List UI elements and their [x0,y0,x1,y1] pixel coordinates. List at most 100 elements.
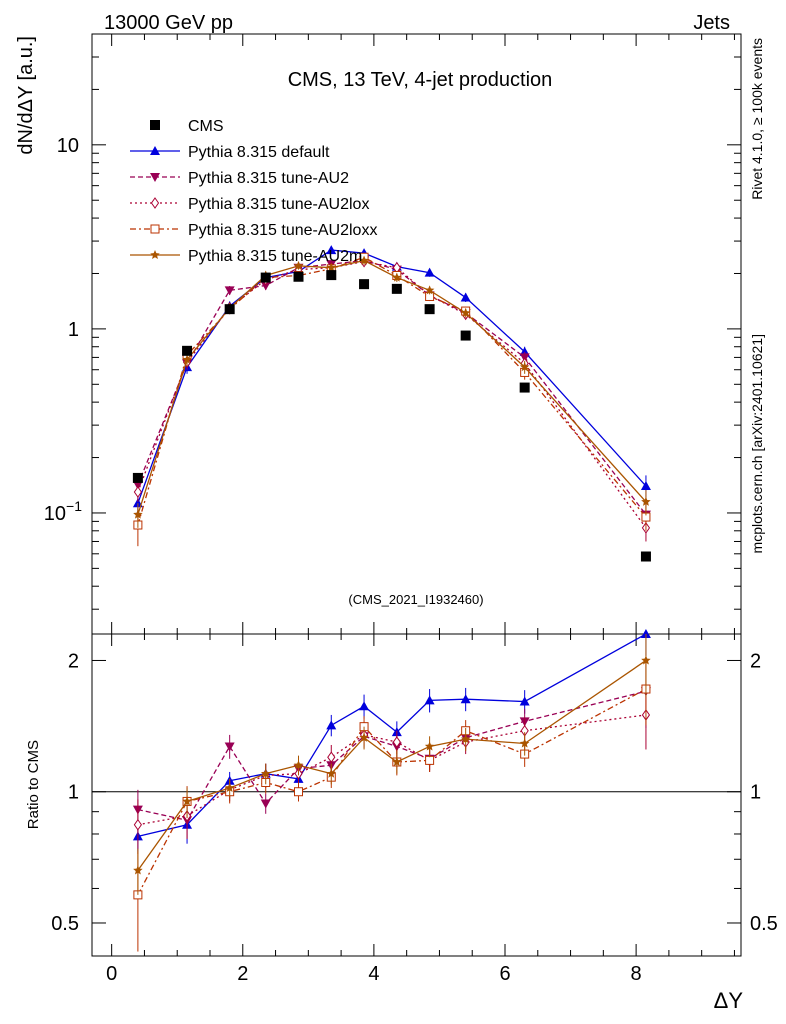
cms-data-point [519,382,530,393]
series-point [326,245,337,255]
ratio-point [133,865,143,875]
ratio-point [359,701,370,711]
ratio-panel-frame [91,633,742,957]
x-tick-label: 0 [106,963,117,985]
analysis-id: (CMS_2021_I1932460) [348,592,483,607]
ratio-point [260,799,271,809]
series-point [424,285,435,295]
ratio-point [293,760,304,770]
series-point [460,307,471,318]
y-tick-label: 1 [68,319,79,341]
x-tick-label: 2 [237,963,248,985]
y-ticks: 10−1 1 10 [44,33,741,610]
ratio-point [424,741,435,751]
series-point [359,255,369,265]
cms-data-point [640,551,651,562]
header-left-label: 13000 GeV pp [104,12,233,34]
legend-marker-cms [150,120,160,130]
series-point [326,262,337,272]
ratio-point [519,696,530,706]
cms-data-point [260,272,271,283]
legend-label: Pythia 8.315 tune-AU2m [188,248,362,265]
ratio-point [224,742,235,752]
series-point [641,496,651,506]
series-point [640,481,651,491]
series-point [460,292,471,302]
mcplots-label: mcplots.cern.ch [arXiv:2401.10621] [749,334,765,553]
x-axis-label: ΔY [714,988,744,1013]
data-points [132,270,651,562]
cms-data-point [182,345,193,356]
ratio-point [327,751,336,764]
ratio-tick-label: 1 [750,782,761,804]
series-point [392,272,402,282]
ratio-point [519,738,530,748]
ratio-tick-label: 0.5 [750,913,778,935]
ratio-y-axis-label: Ratio to CMS [25,740,42,829]
ratio-point [460,694,471,704]
plot-title: CMS, 13 TeV, 4-jet production [288,69,553,91]
legend-label: CMS [188,118,224,135]
series-point [260,281,271,291]
ratio-tick-label: 2 [750,650,761,672]
legend-label: Pythia 8.315 tune-AU2loxx [188,222,377,239]
series-point [224,286,235,296]
ratio-point [326,720,337,730]
cms-data-point [132,472,143,483]
cms-data-point [293,271,304,282]
series-point [293,260,304,270]
rivet-label: Rivet 4.1.0, ≥ 100k events [749,38,765,200]
header-right-label: Jets [693,12,730,34]
cms-data-point [460,330,471,341]
series-point [182,354,192,364]
ratio-point [460,734,471,744]
ratio-point [326,768,337,778]
legend-marker [150,224,160,234]
legend-marker [150,250,160,260]
ratio-ticks: 0.5 0.5 1 1 2 2 [51,650,778,935]
ratio-point [640,629,651,638]
x-tick-label: 4 [368,963,379,985]
cms-data-point [359,279,370,290]
ratio-point [182,796,192,806]
ratio-tick-label: 1 [68,782,79,804]
ratio-series-line [137,714,647,826]
legend-marker [150,197,160,209]
x-tick-label: 8 [631,963,642,985]
ratio-point [224,782,235,793]
series-point [133,486,142,498]
ratio-point [133,818,142,831]
ratio-point [359,732,369,742]
x-tick-label: 6 [499,963,510,985]
series-point [424,267,435,277]
cms-data-point [391,283,402,294]
ratio-tick-label: 2 [68,650,79,672]
y-axis-label: dN/dΔY [a.u.] [15,36,37,155]
ratio-series-line [137,688,647,896]
ratio-tick-label: 0.5 [51,913,79,935]
ratio-series-line [137,633,647,837]
cms-data-point [424,304,435,315]
ratio-series-line [137,690,647,822]
ratio-point [424,695,435,705]
ratio-point [260,768,271,778]
cms-data-point [224,304,235,315]
ratio-series [132,629,651,952]
legend-marker [150,173,160,182]
x-ticks: 0 2 4 6 8 [106,34,735,985]
legend-label: Pythia 8.315 tune-AU2 [188,170,349,187]
y-tick-label: 10−1 [44,498,82,525]
series-line [137,259,647,515]
series-line [137,259,647,515]
series-point [519,362,530,372]
y-tick-label: 10 [57,135,79,157]
legend: CMS Pythia 8.315 default Pythia 8.315 tune… [130,118,377,265]
cms-data-point [326,270,337,281]
ratio-point [392,756,402,767]
ratio-point [392,736,401,748]
ratio-point [294,787,303,797]
ratio-point [425,755,435,765]
series-point [133,509,143,519]
legend-label: Pythia 8.315 tune-AU2lox [188,196,369,213]
